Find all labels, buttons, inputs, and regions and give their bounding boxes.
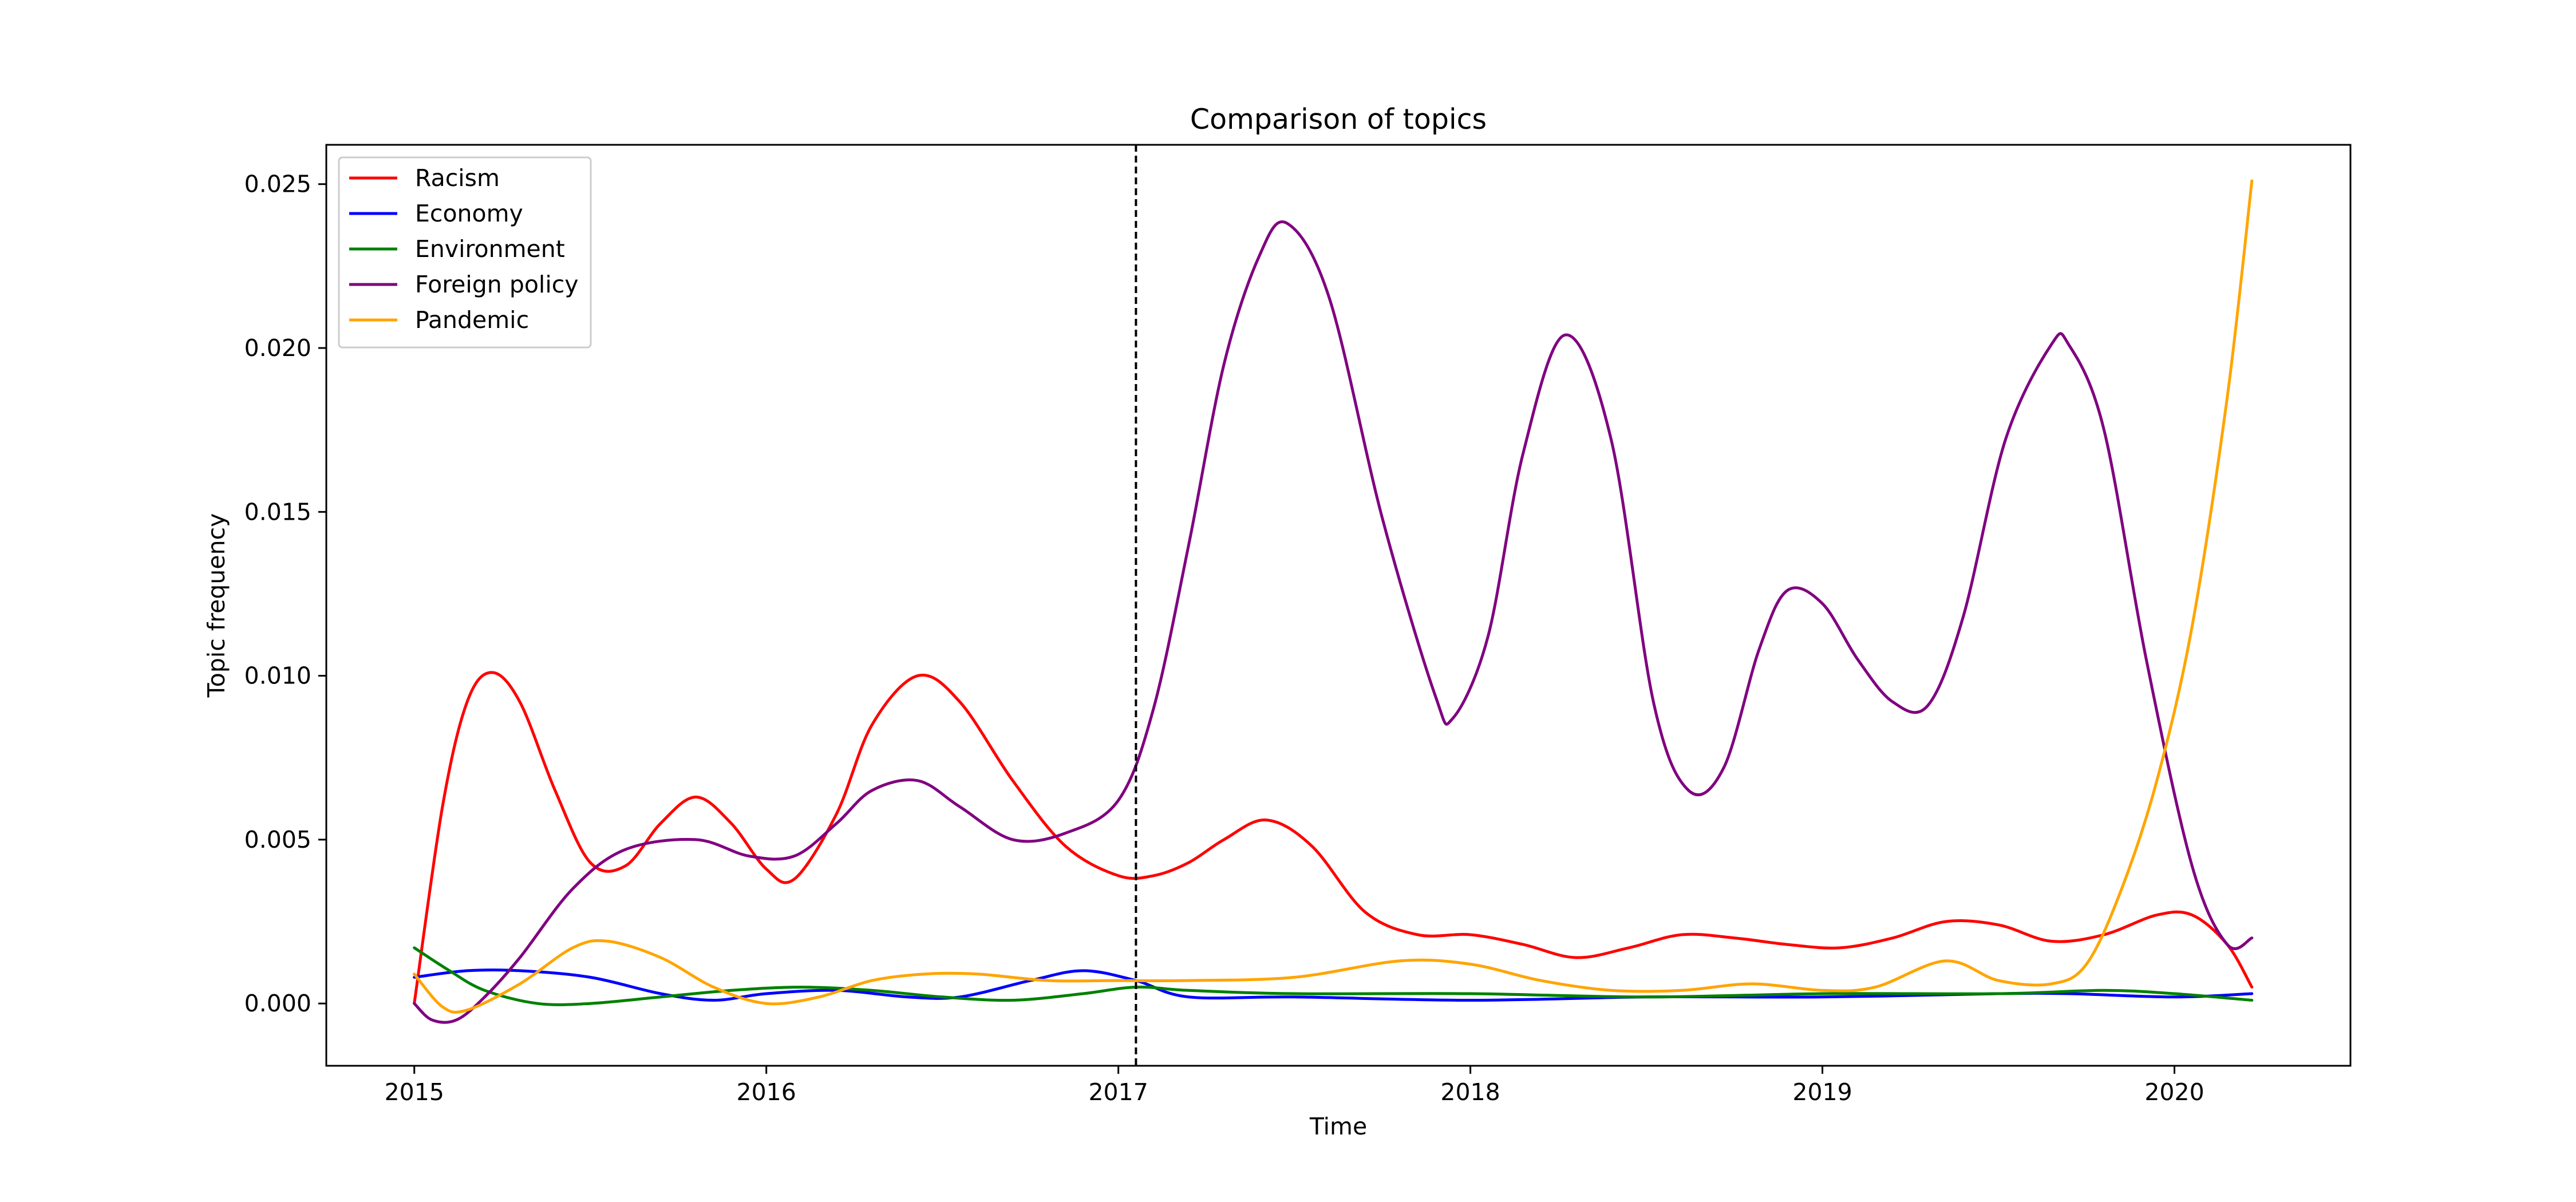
- y-tick-label: 0.005: [244, 826, 311, 853]
- legend-label: Economy: [415, 200, 523, 227]
- legend-label: Foreign policy: [415, 271, 579, 298]
- y-tick-label: 0.025: [244, 171, 311, 198]
- x-tick-label: 2020: [2144, 1078, 2204, 1106]
- x-tick-label: 2016: [737, 1078, 796, 1106]
- chart-title: Comparison of topics: [1190, 103, 1487, 136]
- legend-box: [338, 156, 592, 349]
- y-tick-label: 0.020: [244, 334, 311, 362]
- y-tick-label: 0.015: [244, 498, 311, 525]
- legend: Racism Economy Environment Foreign policy Pa…: [338, 156, 592, 349]
- legend-label: Racism: [415, 164, 500, 192]
- y-tick-label: 0.000: [244, 990, 311, 1017]
- x-tick-label: 2018: [1440, 1078, 1500, 1106]
- x-tick-label: 2015: [385, 1078, 444, 1106]
- series-line-environment: [413, 946, 2254, 1006]
- axis-ticks: 2015 2016 2017 2018 2019 2020 0.000 0.005 0.010 0…: [244, 171, 2204, 1106]
- y-tick-label: 0.010: [244, 662, 311, 690]
- y-axis-title: Topic frequency: [203, 513, 230, 698]
- legend-label: Environment: [415, 235, 565, 263]
- series-line-foreign-policy: [413, 220, 2254, 1024]
- legend-label: Pandemic: [415, 306, 529, 334]
- plot-lines: [413, 179, 2254, 1024]
- x-tick-label: 2019: [1792, 1078, 1852, 1106]
- series-line-pandemic: [413, 179, 2254, 1014]
- x-axis-title: Time: [1309, 1113, 1367, 1140]
- plot-frame: [325, 144, 2352, 1067]
- x-tick-label: 2017: [1088, 1078, 1148, 1106]
